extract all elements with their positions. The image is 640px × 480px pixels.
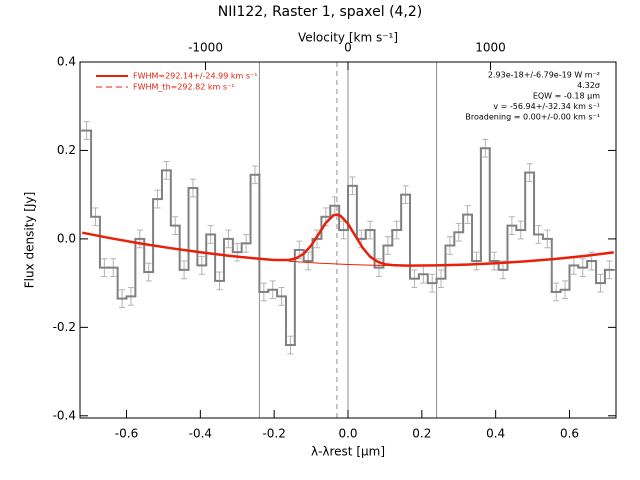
x2-axis-label: Velocity [km s⁻¹] [298,31,398,45]
y-axis-label: Flux density [Jy] [23,192,37,289]
annotation: Broadening = 0.00+/-0.00 km s⁻¹ [465,113,600,122]
annotation: 2.93e-18+/-6.79e-19 W m⁻² [488,71,600,80]
legend-label: FWHM=292.14+/-24.99 km s⁻¹ [133,72,257,81]
plot-area [81,62,615,418]
annotation: EQW = -0.18 μm [533,92,600,101]
y-tick-label: 0.4 [57,55,76,69]
x-tick-label: -0.6 [115,427,138,441]
x-tick-label: -0.2 [262,427,285,441]
legend-label: FWHM_th=292.82 km s⁻¹ [133,83,234,92]
x2-tick-label: 1000 [475,41,506,55]
y-tick-label: 0.2 [57,143,76,157]
x-tick-label: 0.2 [412,427,431,441]
x-tick-label: 0.4 [486,427,505,441]
x2-tick-label: -1000 [188,41,223,55]
fit-line [81,213,614,267]
x-tick-label: -0.4 [189,427,212,441]
y-tick-label: -0.2 [53,320,76,334]
x-tick-label: 0.6 [560,427,579,441]
x2-tick-label: 0 [344,41,352,55]
x-tick-label: 0.0 [338,427,357,441]
y-tick-label: 0.0 [57,231,76,245]
annotation: 4.32σ [577,81,600,90]
chart-title: NII122, Raster 1, spaxel (4,2) [218,4,423,20]
annotation: v = -56.94+/-32.34 km s⁻¹ [493,102,600,111]
x-axis-label: λ-λrest [μm] [311,445,385,459]
y-tick-label: -0.4 [53,408,76,422]
